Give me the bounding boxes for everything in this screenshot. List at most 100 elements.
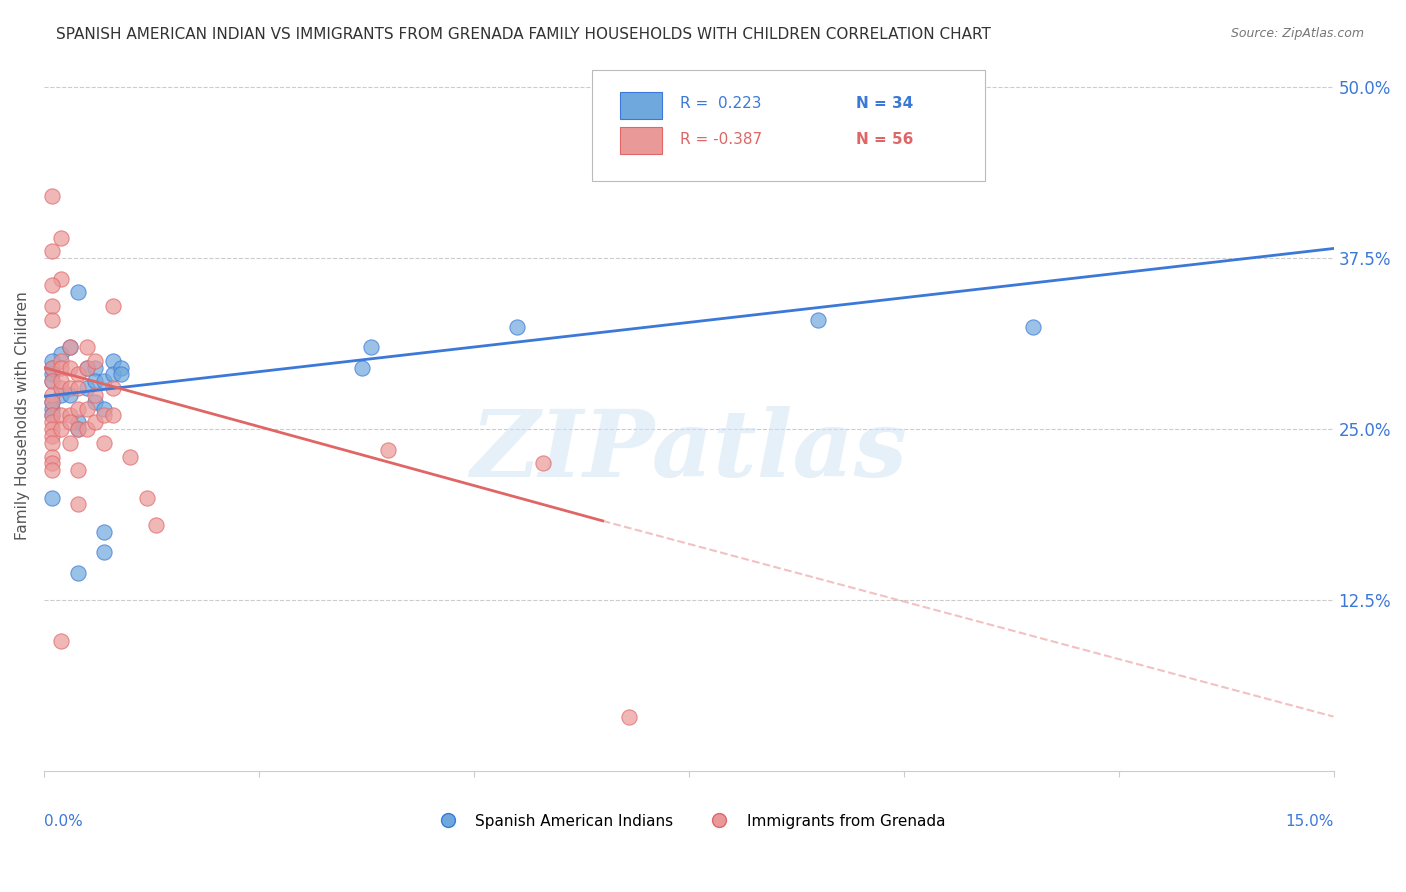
Point: [41, 435, 63, 450]
Point: [41, 401, 63, 416]
Point: [67, 566, 90, 580]
Point: [76, 360, 98, 375]
Point: [59, 340, 82, 354]
Point: [49, 634, 72, 648]
Point: [41, 456, 63, 470]
Point: [59, 381, 82, 395]
Text: Source: ZipAtlas.com: Source: ZipAtlas.com: [1230, 27, 1364, 40]
Point: [41, 368, 63, 382]
Bar: [620, 92, 662, 119]
Point: [41, 450, 63, 464]
Point: [49, 422, 72, 436]
Point: [93, 545, 115, 559]
Text: N = 56: N = 56: [856, 132, 914, 147]
Text: 15.0%: 15.0%: [1285, 814, 1333, 829]
Point: [41, 429, 63, 443]
Point: [93, 374, 115, 388]
Point: [76, 381, 98, 395]
Point: [84, 415, 107, 429]
Point: [41, 409, 63, 423]
Point: [41, 360, 63, 375]
Point: [67, 381, 90, 395]
Text: ZIPatlas: ZIPatlas: [470, 406, 907, 496]
Point: [41, 388, 63, 402]
Point: [506, 319, 529, 334]
Point: [49, 374, 72, 388]
Point: [41, 244, 63, 259]
Point: [41, 374, 63, 388]
Point: [59, 409, 82, 423]
Point: [101, 368, 124, 382]
Point: [76, 401, 98, 416]
Point: [49, 409, 72, 423]
Point: [360, 340, 382, 354]
Point: [49, 271, 72, 285]
Point: [41, 463, 63, 477]
Point: [84, 388, 107, 402]
Point: [59, 360, 82, 375]
Point: [41, 374, 63, 388]
Point: [41, 394, 63, 409]
Point: [84, 394, 107, 409]
Point: [110, 360, 132, 375]
Point: [807, 312, 830, 326]
Point: [41, 189, 63, 203]
Point: [350, 360, 373, 375]
Point: [145, 518, 167, 533]
Point: [93, 409, 115, 423]
Point: [49, 230, 72, 244]
Point: [67, 415, 90, 429]
Text: SPANISH AMERICAN INDIAN VS IMMIGRANTS FROM GRENADA FAMILY HOUSEHOLDS WITH CHILDR: SPANISH AMERICAN INDIAN VS IMMIGRANTS FR…: [56, 27, 991, 42]
Point: [41, 491, 63, 505]
Point: [67, 401, 90, 416]
Legend: Spanish American Indians, Immigrants from Grenada: Spanish American Indians, Immigrants fro…: [426, 807, 952, 835]
Point: [67, 422, 90, 436]
Point: [101, 409, 124, 423]
Point: [67, 285, 90, 300]
Point: [93, 524, 115, 539]
Point: [41, 394, 63, 409]
Point: [101, 299, 124, 313]
Point: [84, 374, 107, 388]
Point: [84, 360, 107, 375]
Point: [41, 409, 63, 423]
Point: [93, 435, 115, 450]
FancyBboxPatch shape: [592, 70, 986, 180]
Point: [59, 388, 82, 402]
Y-axis label: Family Households with Children: Family Households with Children: [15, 291, 30, 540]
Point: [41, 422, 63, 436]
Point: [76, 422, 98, 436]
Point: [41, 353, 63, 368]
Point: [118, 450, 141, 464]
Point: [617, 709, 640, 723]
Point: [59, 435, 82, 450]
Text: R = -0.387: R = -0.387: [679, 132, 762, 147]
Point: [93, 401, 115, 416]
Text: R =  0.223: R = 0.223: [679, 96, 761, 112]
Text: 0.0%: 0.0%: [44, 814, 83, 829]
Point: [84, 353, 107, 368]
Point: [76, 360, 98, 375]
Point: [49, 353, 72, 368]
Point: [101, 353, 124, 368]
Point: [67, 422, 90, 436]
Point: [49, 347, 72, 361]
Point: [49, 381, 72, 395]
Point: [101, 381, 124, 395]
Point: [41, 415, 63, 429]
Point: [67, 498, 90, 512]
Point: [67, 463, 90, 477]
Point: [59, 415, 82, 429]
Point: [76, 340, 98, 354]
Point: [41, 312, 63, 326]
Point: [49, 360, 72, 375]
Point: [377, 442, 399, 457]
Point: [110, 368, 132, 382]
Point: [531, 456, 554, 470]
Point: [67, 368, 90, 382]
Point: [41, 278, 63, 293]
Point: [1021, 319, 1043, 334]
Point: [49, 388, 72, 402]
Point: [136, 491, 159, 505]
Point: [41, 299, 63, 313]
